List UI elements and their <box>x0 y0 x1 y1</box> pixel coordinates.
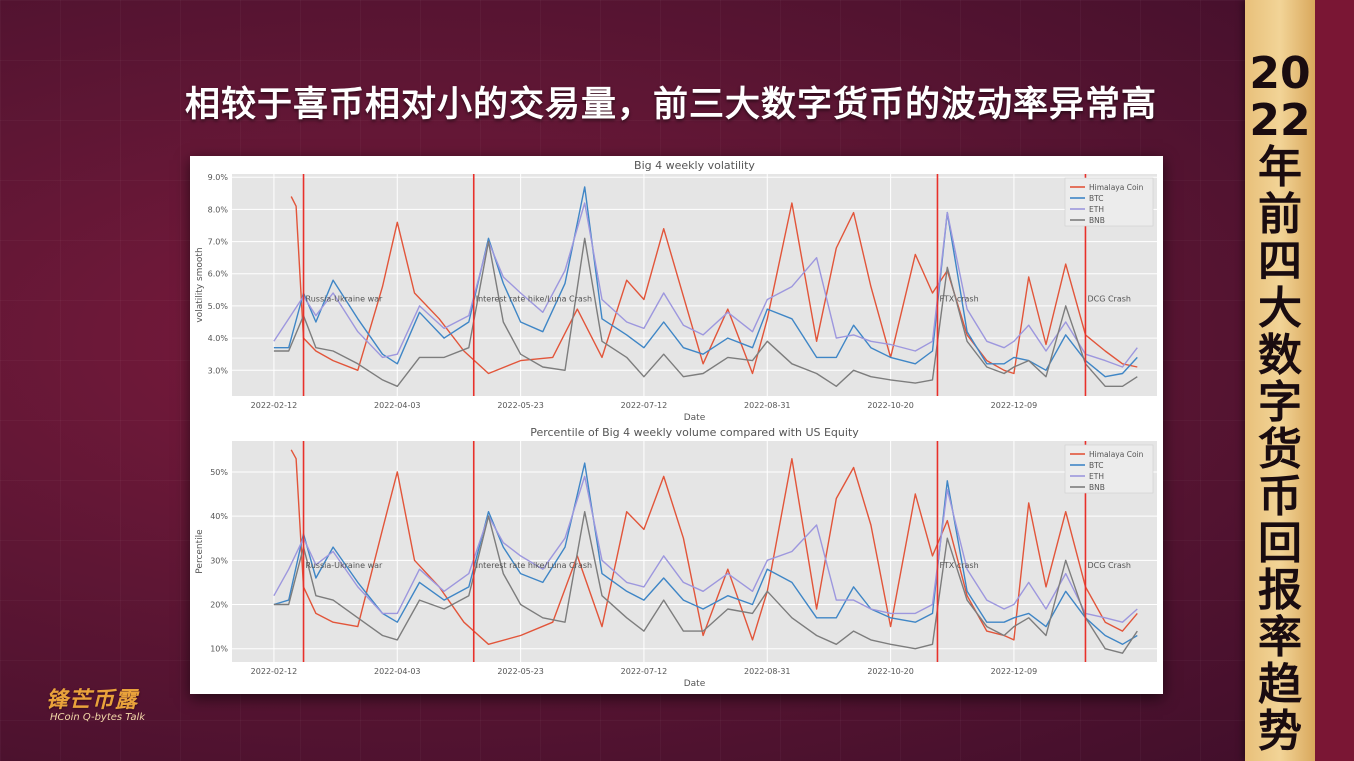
logo-main-text: 锋芒币露 <box>46 688 139 713</box>
chart1-event-label: Interest rate hike/Luna Crash <box>476 295 592 304</box>
chart1-y-tick-label: 7.0% <box>208 238 229 247</box>
chart1-x-axis-label: Date <box>684 413 706 423</box>
chart1-event-label: Russia-Ukraine war <box>306 295 384 304</box>
chart1-series-btc <box>273 186 1138 378</box>
chart2-x-tick-label: 2022-08-31 <box>744 667 791 676</box>
side-banner-title: 2022年前四大数字货币回报率趋势 <box>1249 48 1311 757</box>
chart2-x-tick-label: 2022-05-23 <box>497 667 543 676</box>
chart1-x-tick-label: 2022-10-20 <box>867 401 914 410</box>
charts-svg: Big 4 weekly volatility 3.0% 4.0% 5.0% 6.0% 7… <box>195 159 1157 689</box>
chart1-x-tick-label: 2022-05-23 <box>497 401 543 410</box>
chart1-series-eth <box>273 202 1138 368</box>
chart2-event-label: DCG Crash <box>1087 561 1131 570</box>
chart2-plot-area <box>232 441 1157 662</box>
chart2-y-tick-label: 40% <box>210 512 228 521</box>
chart2-legend-label: BTC <box>1089 461 1104 470</box>
chart2-event-label: Russia-Ukraine war <box>306 561 384 570</box>
chart1-legend-label: ETH <box>1089 205 1104 214</box>
chart2-x-tick-label: 2022-10-20 <box>867 667 914 676</box>
chart2-y-tick-label: 30% <box>210 556 228 565</box>
chart1-legend-label: BNB <box>1089 216 1105 225</box>
brand-logo: 锋芒币露 HCoin Q-bytes Talk <box>46 682 196 732</box>
chart1-event-label: FTX crash <box>939 295 978 304</box>
chart1-event-label: DCG Crash <box>1087 295 1131 304</box>
chart1-legend-label: Himalaya Coin <box>1089 183 1144 192</box>
chart1-x-tick-label: 2022-08-31 <box>744 401 791 410</box>
chart2-y-tick-label: 20% <box>210 601 228 610</box>
chart1-y-tick-label: 8.0% <box>208 205 229 214</box>
chart2-series-btc <box>273 462 1138 645</box>
chart2-series-eth <box>273 475 1138 623</box>
logo-sub-text: HCoin Q-bytes Talk <box>50 712 146 723</box>
chart1-x-tick-label: 2022-07-12 <box>621 401 668 410</box>
chart2-x-tick-label: 2022-04-03 <box>374 667 421 676</box>
chart1-x-tick-label: 2022-02-12 <box>251 401 298 410</box>
side-banner: 2022年前四大数字货币回报率趋势 <box>1245 0 1315 761</box>
chart2-legend-label: BNB <box>1089 483 1105 492</box>
chart2-x-tick-label: 2022-02-12 <box>251 667 298 676</box>
chart2-series-bnb <box>273 511 1138 654</box>
chart1-y-tick-label: 4.0% <box>208 334 229 343</box>
chart2-x-tick-label: 2022-07-12 <box>621 667 668 676</box>
chart1-y-tick-label: 9.0% <box>208 173 229 182</box>
chart1-x-tick-label: 2022-04-03 <box>374 401 421 410</box>
chart2-x-axis-label: Date <box>684 679 706 689</box>
right-edge-strip <box>1315 0 1354 761</box>
chart1-series-himalaya-coin <box>290 196 1138 375</box>
chart2-legend-label: Himalaya Coin <box>1089 450 1144 459</box>
chart1-legend-box <box>1064 177 1154 227</box>
chart2-event-label: Interest rate hike/Luna Crash <box>476 561 592 570</box>
chart1-y-axis-label: volatility smooth <box>195 247 205 322</box>
chart2-title: Percentile of Big 4 weekly volume compar… <box>530 426 859 439</box>
chart1-y-tick-label: 5.0% <box>208 302 229 311</box>
chart1-legend-label: BTC <box>1089 194 1104 203</box>
chart2-series-himalaya-coin <box>290 449 1138 645</box>
chart2-y-tick-label: 10% <box>210 645 228 654</box>
chart1-plot-area <box>232 174 1157 396</box>
chart1-series-bnb <box>273 237 1138 388</box>
chart1-y-tick-label: 6.0% <box>208 270 229 279</box>
chart2-legend-label: ETH <box>1089 472 1104 481</box>
chart1-x-tick-label: 2022-12-09 <box>991 401 1038 410</box>
chart2-x-tick-label: 2022-12-09 <box>991 667 1038 676</box>
page-title: 相较于喜币相对小的交易量，前三大数字货币的波动率异常高 <box>185 85 1158 125</box>
chart1-y-tick-label: 3.0% <box>208 366 229 375</box>
chart1-title: Big 4 weekly volatility <box>634 159 755 172</box>
chart2-y-axis-label: Percentile <box>195 529 205 574</box>
chart2-y-tick-label: 50% <box>210 468 228 477</box>
chart2-legend-box <box>1064 444 1154 494</box>
chart2-event-label: FTX crash <box>939 561 978 570</box>
chart-card: Big 4 weekly volatility 3.0% 4.0% 5.0% 6.0% 7… <box>190 156 1163 694</box>
